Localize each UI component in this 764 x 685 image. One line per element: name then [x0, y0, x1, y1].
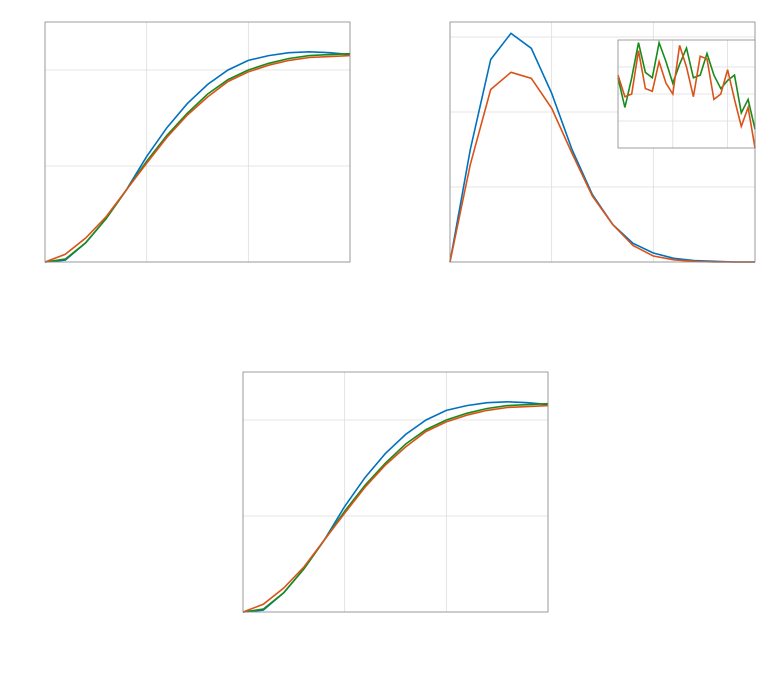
series-line: [44, 52, 351, 263]
plot-frame: [44, 21, 351, 263]
series-line: [617, 39, 756, 130]
plot-frame: [242, 371, 549, 613]
plot-background: [243, 372, 548, 612]
series-line: [242, 402, 549, 613]
chart: [44, 21, 351, 263]
series-line: [44, 54, 351, 263]
series-line: [242, 404, 549, 613]
plot-background: [45, 22, 350, 262]
chart: [242, 371, 549, 613]
series-line: [617, 45, 756, 149]
plot-frame: [617, 39, 756, 149]
chart: [617, 39, 756, 149]
